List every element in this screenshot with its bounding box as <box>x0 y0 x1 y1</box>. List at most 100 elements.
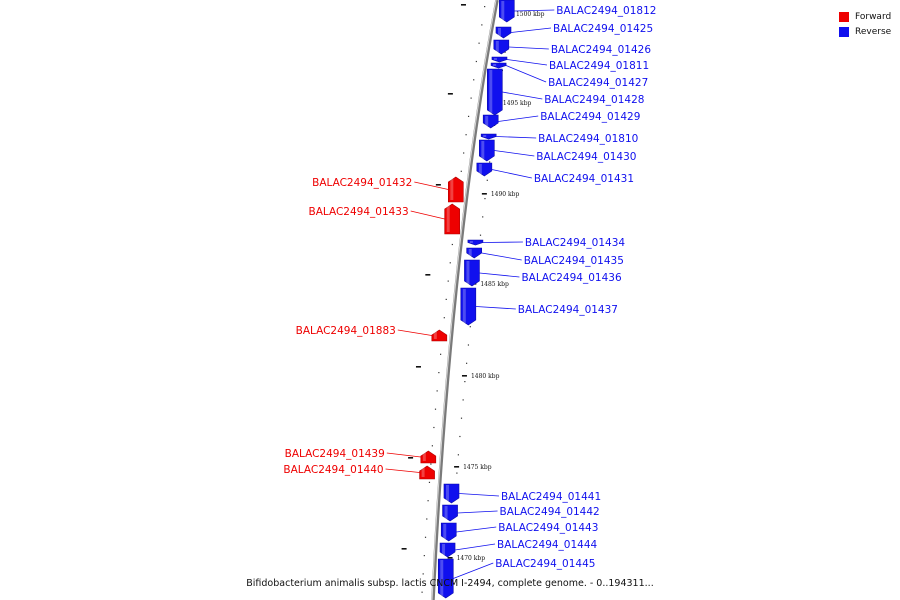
gene-label[interactable]: BALAC2494_01811 <box>549 60 649 72</box>
gene-highlight <box>485 116 489 126</box>
major-tick-right <box>481 193 487 195</box>
minor-tick <box>462 399 464 401</box>
tick-label: 1480 kbp <box>471 373 500 380</box>
gene-leader-line <box>491 169 532 179</box>
gene-arrow[interactable] <box>490 62 507 69</box>
gene-label[interactable]: BALAC2494_01441 <box>501 491 601 503</box>
genome-backbone-highlight <box>431 0 497 600</box>
gene-arrow[interactable] <box>467 239 484 246</box>
gene-arrow[interactable] <box>444 203 460 235</box>
minor-tick <box>489 161 491 163</box>
legend-item-reverse: Reverse <box>839 24 891 39</box>
major-tick-left <box>401 548 407 550</box>
gene-arrow[interactable] <box>464 259 480 287</box>
gene-label[interactable]: BALAC2494_01443 <box>498 522 598 534</box>
gene-label[interactable]: BALAC2494_01428 <box>544 94 644 106</box>
major-tick-left <box>408 457 414 459</box>
gene-arrow[interactable] <box>460 287 477 326</box>
gene-label[interactable]: BALAC2494_01444 <box>497 539 598 551</box>
gene-highlight <box>444 506 448 519</box>
gene-leader-line <box>414 181 449 190</box>
gene-label[interactable]: BALAC2494_01432 <box>312 177 412 189</box>
tick-label: 1470 kbp <box>457 555 486 562</box>
major-tick-left <box>415 366 421 368</box>
gene-label[interactable]: BALAC2494_01435 <box>524 255 624 267</box>
minor-tick <box>466 362 468 364</box>
gene-label[interactable]: BALAC2494_01434 <box>525 237 626 249</box>
gene-arrow[interactable] <box>480 133 497 140</box>
gene-label[interactable]: BALAC2494_01439 <box>285 448 385 460</box>
gene-highlight <box>483 135 487 137</box>
gene-label[interactable]: BALAC2494_01425 <box>553 23 653 35</box>
gene-arrow[interactable] <box>495 26 512 39</box>
minor-tick <box>449 262 451 264</box>
minor-tick <box>438 372 440 374</box>
gene-label[interactable]: BALAC2494_01437 <box>518 304 618 316</box>
legend-label-reverse: Reverse <box>855 26 892 37</box>
legend-item-forward: Forward <box>839 9 891 24</box>
gene-label[interactable]: BALAC2494_01810 <box>538 133 638 145</box>
legend-label-forward: Forward <box>855 11 892 22</box>
minor-tick <box>467 344 470 346</box>
gene-arrow[interactable] <box>437 558 454 599</box>
minor-tick <box>426 518 428 520</box>
gene-arrow[interactable] <box>491 56 508 63</box>
gene-label[interactable]: BALAC2494_01427 <box>548 77 648 89</box>
forward-swatch <box>839 11 849 22</box>
minor-tick <box>457 454 459 456</box>
gene-leader-line <box>506 59 548 66</box>
gene-arrow[interactable] <box>479 139 495 162</box>
gene-highlight <box>445 485 449 501</box>
gene-arrow[interactable] <box>443 483 460 504</box>
gene-arrow[interactable] <box>420 450 437 464</box>
gene-label[interactable]: BALAC2494_01436 <box>521 272 622 284</box>
minor-tick <box>434 408 437 410</box>
gene-label[interactable]: BALAC2494_01442 <box>500 506 600 518</box>
major-tick-right <box>454 466 460 468</box>
minor-tick <box>456 472 458 474</box>
gene-leader-line <box>456 526 497 533</box>
tick-label: 1490 kbp <box>491 191 520 198</box>
gene-label[interactable]: BALAC2494_01812 <box>556 5 656 17</box>
gene-highlight <box>481 141 485 159</box>
minor-tick <box>475 60 477 63</box>
gene-leader-line <box>475 306 516 310</box>
gene-arrow[interactable] <box>482 114 499 129</box>
gene-arrow[interactable] <box>498 0 515 23</box>
gene-leader-line <box>453 562 494 579</box>
minor-tick <box>440 353 442 355</box>
minor-tick <box>427 500 429 502</box>
gene-arrow[interactable] <box>431 329 448 342</box>
gene-leader-line <box>498 115 539 122</box>
minor-tick <box>431 445 433 447</box>
minor-tick <box>504 51 506 53</box>
gene-arrow[interactable] <box>442 504 458 522</box>
gene-label[interactable]: BALAC2494_01440 <box>283 464 383 476</box>
gene-leader-line <box>494 150 535 157</box>
gene-track: BALAC2494_01812 BALAC2494_01425 BALAC2494_… <box>283 0 656 599</box>
gene-label[interactable]: BALAC2494_01426 <box>551 44 652 56</box>
gene-arrow[interactable] <box>486 68 503 116</box>
minor-tick <box>430 463 432 465</box>
gene-label[interactable]: BALAC2494_01431 <box>534 173 634 185</box>
minor-tick <box>447 280 449 282</box>
gene-label[interactable]: BALAC2494_01429 <box>540 111 640 123</box>
gene-arrow[interactable] <box>493 39 510 55</box>
gene-arrow[interactable] <box>439 542 456 558</box>
minor-tick <box>451 243 453 246</box>
gene-label[interactable]: BALAC2494_01883 <box>296 325 396 337</box>
gene-arrow[interactable] <box>440 522 457 542</box>
gene-highlight <box>468 249 472 256</box>
minor-tick <box>482 216 484 218</box>
gene-label[interactable]: BALAC2494_01445 <box>495 558 595 570</box>
gene-arrow[interactable] <box>448 176 464 203</box>
minor-tick <box>473 79 475 81</box>
gene-arrow[interactable] <box>466 247 482 259</box>
gene-label[interactable]: BALAC2494_01433 <box>308 206 408 218</box>
gene-leader-line <box>514 9 555 12</box>
minor-tick <box>421 591 423 593</box>
gene-leader-line <box>385 468 420 473</box>
gene-label[interactable]: BALAC2494_01430 <box>536 151 636 163</box>
gene-arrow[interactable] <box>476 162 493 177</box>
gene-leader-line <box>505 65 547 83</box>
